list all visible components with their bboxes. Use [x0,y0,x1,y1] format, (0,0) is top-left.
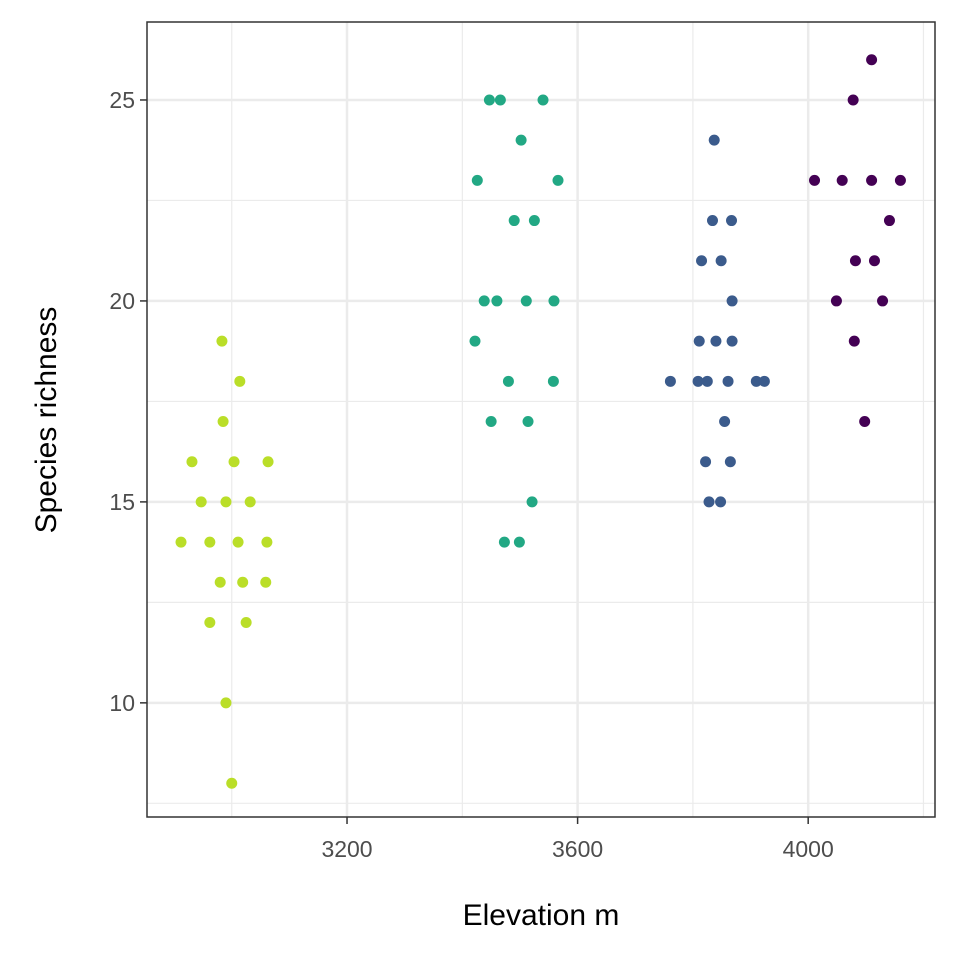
data-point-group-4 [866,174,878,186]
y-tick-label: 10 [109,690,135,716]
panel-background [147,22,935,817]
data-point-group-2 [528,215,540,227]
data-point-group-3 [719,416,731,428]
data-point-group-3 [726,215,738,227]
data-point-group-2 [491,295,503,307]
data-point-group-2 [483,94,495,106]
data-point-group-1 [214,576,226,588]
data-point-group-1 [216,335,228,347]
x-tick-label: 3600 [552,836,603,862]
data-point-group-4 [809,174,821,186]
data-point-group-1 [204,616,216,628]
data-point-group-2 [547,375,559,387]
data-point-group-2 [508,215,520,227]
points [175,54,906,789]
data-point-group-2 [515,134,527,146]
data-point-group-2 [478,295,490,307]
data-point-group-3 [664,375,676,387]
x-tick-label: 3200 [321,836,372,862]
data-point-group-3 [722,375,734,387]
data-point-group-1 [228,456,240,468]
data-point-group-3 [693,335,705,347]
data-point-group-4 [883,215,895,227]
data-point-group-3 [715,496,727,508]
data-point-group-4 [877,295,889,307]
data-point-group-3 [703,496,715,508]
data-point-group-4 [848,335,860,347]
data-point-group-4 [847,94,859,106]
data-point-group-1 [261,536,273,548]
data-point-group-2 [485,416,497,428]
data-point-group-3 [708,134,720,146]
data-point-group-2 [522,416,534,428]
data-point-group-4 [866,54,878,66]
data-point-group-1 [240,616,252,628]
panel-border [146,21,936,818]
data-point-group-2 [471,174,483,186]
data-point-group-3 [701,375,713,387]
data-point-group-2 [502,375,514,387]
data-point-group-4 [836,174,848,186]
y-tick-label: 15 [109,489,135,515]
y-tick-label: 25 [109,87,135,113]
data-point-group-3 [706,215,718,227]
data-point-group-4 [859,416,871,428]
data-point-group-3 [692,375,704,387]
data-point-group-2 [520,295,532,307]
data-point-group-1 [217,416,229,428]
data-point-group-4 [868,255,880,267]
y-tick-label: 20 [109,288,135,314]
data-point-group-1 [175,536,187,548]
data-point-group-2 [513,536,525,548]
data-point-group-1 [244,496,256,508]
data-point-group-3 [758,375,770,387]
data-point-group-1 [232,536,244,548]
data-point-group-3 [710,335,722,347]
data-point-group-1 [262,456,274,468]
data-point-group-1 [195,496,207,508]
data-point-group-1 [220,697,232,709]
data-point-group-3 [724,456,736,468]
data-point-group-2 [548,295,560,307]
data-point-group-3 [726,295,738,307]
data-point-group-2 [526,496,538,508]
data-point-group-1 [234,375,246,387]
data-point-group-2 [498,536,510,548]
data-point-group-3 [696,255,708,267]
y-axis-title: Species richness [30,307,63,534]
data-point-group-2 [494,94,506,106]
x-tick-label: 4000 [783,836,834,862]
data-point-group-3 [715,255,727,267]
data-point-group-2 [537,94,549,106]
data-point-group-3 [726,335,738,347]
data-point-group-4 [830,295,842,307]
data-point-group-4 [894,174,906,186]
data-point-group-1 [260,576,272,588]
data-point-group-1 [204,536,216,548]
data-point-group-1 [237,576,249,588]
grid [147,22,935,817]
data-point-group-1 [186,456,198,468]
data-point-group-4 [849,255,861,267]
data-point-group-2 [469,335,481,347]
data-point-group-1 [220,496,232,508]
data-point-group-1 [226,777,238,789]
data-point-group-2 [552,174,564,186]
data-point-group-3 [700,456,712,468]
x-axis-title: Elevation m [463,899,620,932]
data-point-group-3 [750,375,762,387]
axes: 3200 3600 4000 10 15 20 25 [109,87,833,862]
